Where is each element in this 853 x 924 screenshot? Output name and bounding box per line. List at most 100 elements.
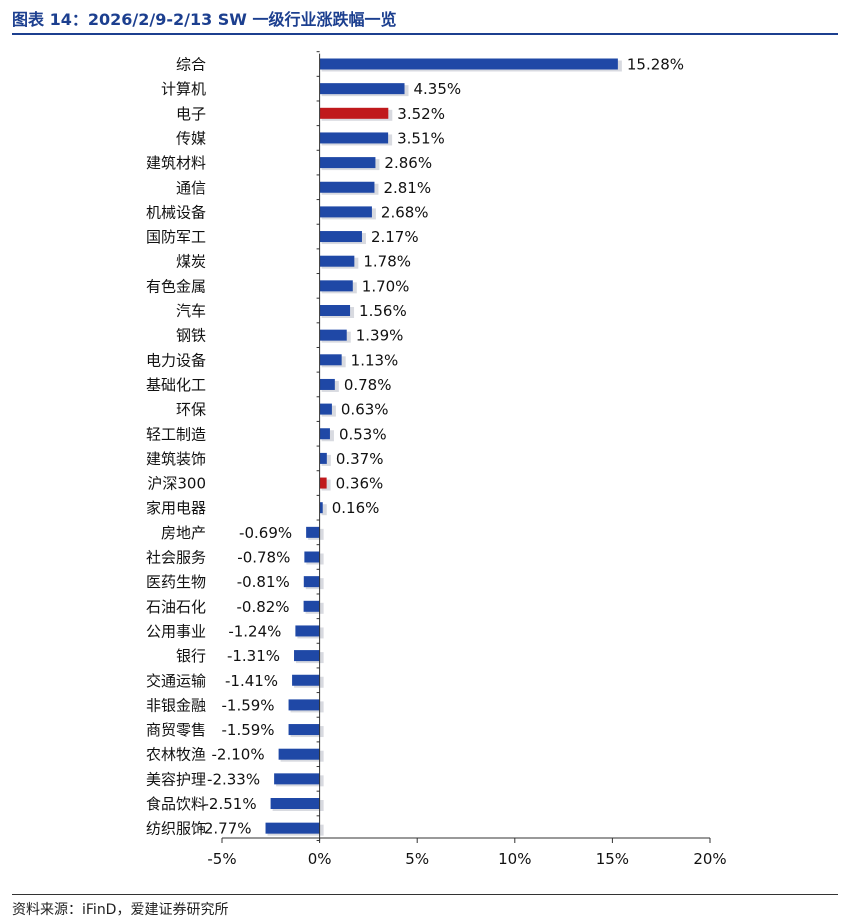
value-label: -1.31% (227, 647, 280, 665)
category-label: 国防军工 (146, 228, 206, 246)
bar-非银金融 (288, 699, 320, 711)
x-tick-label: 0% (308, 850, 332, 868)
bar-计算机 (319, 83, 405, 95)
bar-食品饮料 (270, 798, 320, 809)
bar-国防军工 (319, 231, 362, 243)
bar-通信 (319, 181, 375, 193)
value-label: 1.13% (351, 351, 399, 369)
category-label: 公用事业 (146, 622, 206, 640)
bar-农林牧渔 (278, 748, 320, 760)
category-label: 交通运输 (146, 672, 206, 690)
category-label: 石油石化 (146, 598, 206, 616)
bar-有色金属 (319, 280, 353, 292)
category-label: 基础化工 (146, 376, 206, 394)
value-label: 3.52% (397, 105, 445, 123)
value-label: 1.56% (359, 302, 407, 320)
bar-公用事业 (295, 625, 320, 637)
value-label: 2.86% (384, 154, 432, 172)
value-label: 2.68% (381, 203, 429, 221)
bar-社会服务 (304, 551, 320, 563)
x-tick-label: 10% (498, 850, 531, 868)
bar-纺织服饰 (265, 822, 320, 834)
bar-美容护理 (274, 773, 320, 785)
x-tick-label: 20% (693, 850, 726, 868)
category-label: 沪深300 (147, 475, 206, 493)
bar-shadow (321, 504, 327, 516)
category-label: 银行 (176, 647, 206, 665)
bar-交通运输 (292, 674, 320, 686)
category-label: 煤炭 (176, 253, 206, 271)
value-label: 2.81% (383, 179, 431, 197)
figure-title: 图表 14：2026/2/9-2/13 SW 一级行业涨跌幅一览 (12, 10, 397, 29)
value-label: 0.53% (339, 425, 387, 443)
source-note: 资料来源：iFinD，爱建证券研究所 (12, 902, 229, 918)
category-label: 商贸零售 (146, 721, 206, 739)
x-tick-label: 15% (596, 850, 629, 868)
category-label: 传媒 (176, 129, 206, 147)
bar-钢铁 (319, 329, 347, 341)
category-label: 医药生物 (146, 573, 206, 591)
bar-煤炭 (319, 255, 355, 267)
category-label: 轻工制造 (146, 425, 206, 443)
category-label: 综合 (176, 56, 206, 74)
value-label: -2.10% (212, 746, 265, 764)
category-label: 纺织服饰 (146, 820, 206, 838)
category-label: 建筑材料 (146, 154, 206, 172)
category-label: 房地产 (161, 524, 206, 542)
value-label: 1.70% (362, 277, 410, 295)
title-rule (12, 33, 838, 35)
bars-layer (265, 58, 622, 836)
category-label: 通信 (176, 179, 206, 197)
category-label: 非银金融 (146, 696, 206, 714)
bar-石油石化 (303, 600, 320, 612)
value-label: 3.51% (397, 129, 445, 147)
category-label: 电子 (176, 105, 206, 123)
value-label: -1.59% (221, 721, 274, 739)
value-label: -0.82% (237, 598, 290, 616)
value-label: 0.63% (341, 401, 389, 419)
value-label: 0.78% (344, 376, 392, 394)
category-label: 农林牧渔 (146, 746, 206, 764)
category-label: 电力设备 (146, 351, 206, 369)
bar-房地产 (306, 526, 320, 538)
bar-建筑材料 (319, 157, 376, 169)
bar-chart: 综合 15.28% 计算机 4.35% 电子 3.52% 传媒 3.51% 建筑材料 2.86% 通… (146, 51, 727, 868)
value-label: 4.35% (414, 80, 462, 98)
value-label: -1.59% (221, 696, 274, 714)
value-label: -1.24% (228, 622, 281, 640)
bar-传媒 (319, 132, 389, 144)
category-label: 美容护理 (146, 770, 206, 788)
value-label: 0.36% (336, 475, 384, 493)
value-label: -2.77% (198, 820, 251, 838)
value-label: 2.17% (371, 228, 419, 246)
category-label: 汽车 (176, 302, 206, 320)
category-label: 环保 (176, 401, 206, 419)
value-label: 0.16% (332, 499, 380, 517)
category-label: 钢铁 (176, 327, 206, 345)
category-label: 家用电器 (146, 499, 206, 517)
bar-银行 (294, 650, 320, 662)
bar-机械设备 (319, 206, 372, 218)
source-rule (12, 894, 838, 895)
value-label: 1.78% (363, 253, 411, 271)
category-label: 计算机 (161, 80, 206, 98)
value-label: 1.39% (356, 327, 404, 345)
bar-医药生物 (303, 576, 320, 588)
bar-轻工制造 (319, 428, 330, 440)
bar-基础化工 (319, 378, 335, 390)
value-label: -0.81% (237, 573, 290, 591)
category-label: 社会服务 (146, 549, 206, 567)
bar-环保 (319, 403, 332, 415)
category-label: 机械设备 (146, 203, 206, 221)
value-label: -2.33% (207, 770, 260, 788)
bar-商贸零售 (288, 724, 320, 736)
category-label: 食品饮料 (146, 795, 206, 813)
x-tick-label: 5% (405, 850, 429, 868)
x-tick-label: -5% (207, 850, 236, 868)
axis-layer: 综合 15.28% 计算机 4.35% 电子 3.52% 传媒 3.51% 建筑材料 2.86% 通… (146, 51, 727, 868)
bar-综合 (319, 58, 618, 70)
value-label: 15.28% (627, 56, 684, 74)
bar-家用电器 (319, 502, 323, 514)
bar-电力设备 (319, 354, 342, 366)
bar-沪深300 (319, 477, 327, 489)
